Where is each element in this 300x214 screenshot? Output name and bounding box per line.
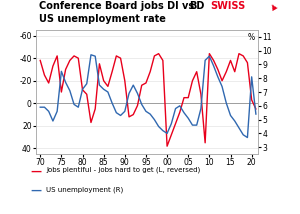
Text: US unemployment rate: US unemployment rate	[39, 14, 166, 24]
Text: BD: BD	[189, 1, 204, 11]
Text: Conference Board jobs DI vs: Conference Board jobs DI vs	[39, 1, 194, 11]
Text: SWISS: SWISS	[210, 1, 245, 11]
Text: —: —	[30, 167, 41, 177]
Text: US unemployment (R): US unemployment (R)	[46, 186, 124, 193]
Text: Jobs plentiful - jobs hard to get (L, reversed): Jobs plentiful - jobs hard to get (L, re…	[46, 167, 201, 173]
Text: —: —	[30, 186, 41, 196]
Text: %: %	[248, 33, 255, 42]
Text: ▲: ▲	[268, 1, 278, 12]
